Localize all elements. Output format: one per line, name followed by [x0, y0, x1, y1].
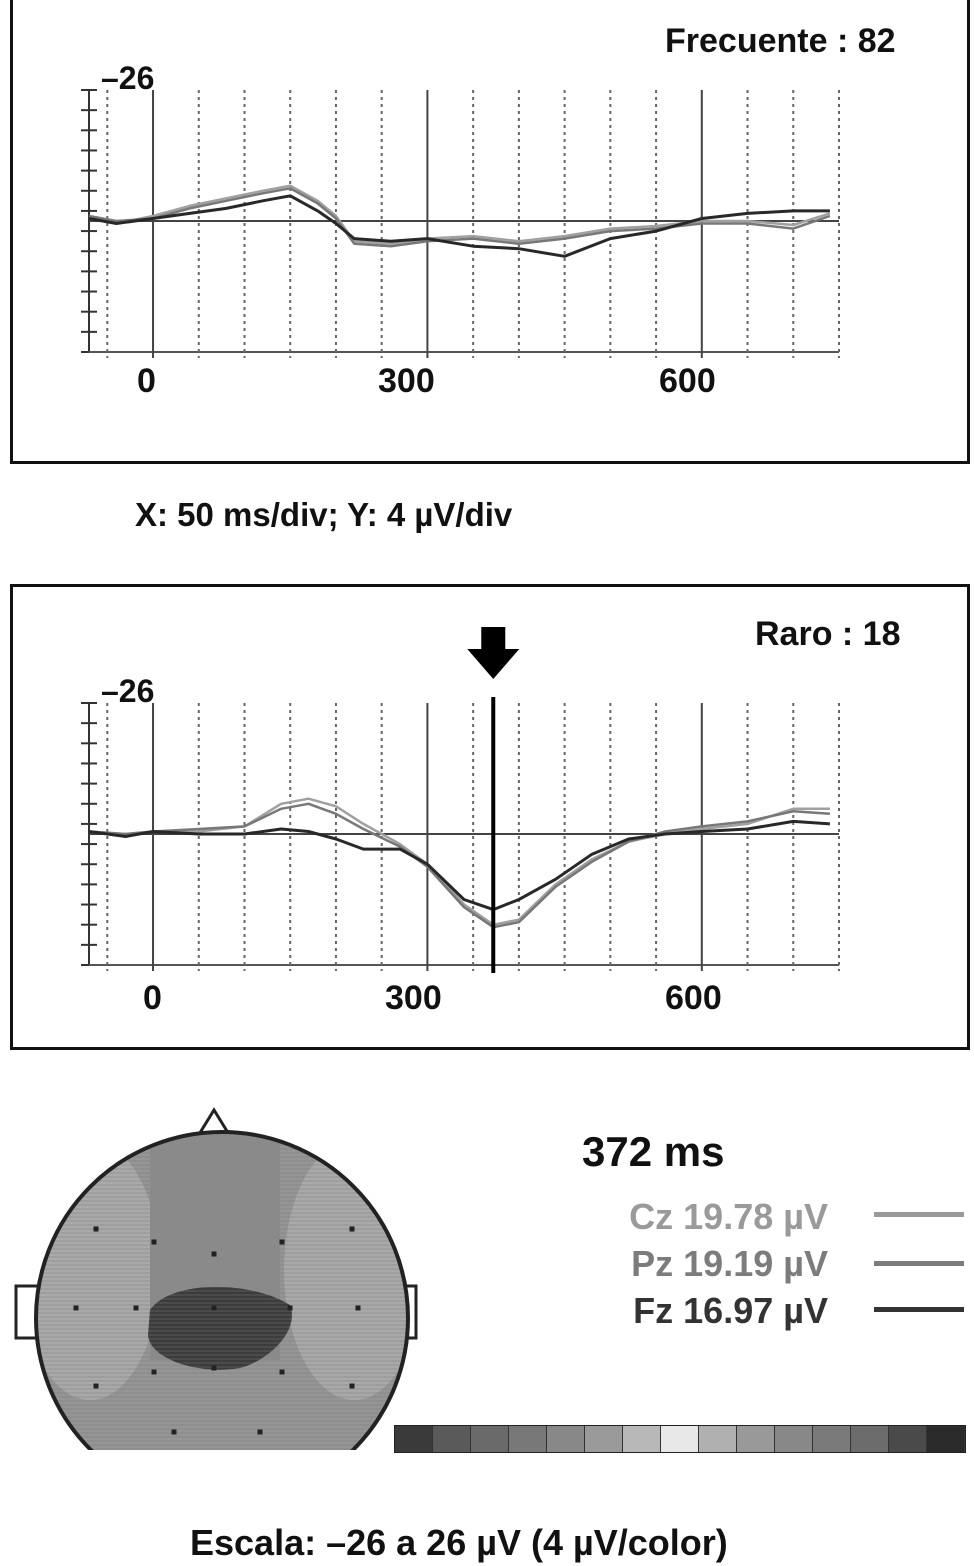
color-scale-cell: [471, 1426, 509, 1452]
scale-caption: Escala: –26 a 26 µV (4 µV/color): [190, 1522, 728, 1563]
electrode-dot: [73, 1305, 79, 1311]
color-scale-cell: [813, 1426, 851, 1452]
erp-panel-rare: Raro : 18 –26 0 300 600: [10, 584, 970, 1050]
x-tick-label: 600: [659, 362, 716, 400]
series-line: [88, 187, 831, 248]
color-scale-cell: [509, 1426, 547, 1452]
erp-plot-rare: [81, 627, 840, 973]
electrode-dot: [171, 1429, 177, 1435]
electrode-dot: [279, 1369, 285, 1375]
electrode-dot: [211, 1305, 217, 1311]
series-line: [88, 819, 831, 912]
y-top-label: –26: [101, 60, 155, 96]
color-scale-cell: [737, 1426, 775, 1452]
electrode-dot: [349, 1383, 355, 1389]
electrode-dot: [151, 1369, 157, 1375]
electrode-dot: [355, 1305, 361, 1311]
series-line: [88, 194, 830, 258]
legend-swatch-pz: [874, 1261, 964, 1266]
electrode-dot: [211, 1251, 217, 1257]
color-scale-cell: [927, 1426, 965, 1452]
electrode-dot: [279, 1239, 285, 1245]
color-scale-cell: [775, 1426, 813, 1452]
color-scale-cell: [547, 1426, 585, 1452]
color-scale-cell: [889, 1426, 927, 1452]
electrode-dot: [287, 1305, 293, 1311]
series-line: [88, 797, 830, 926]
color-scale-cell: [699, 1426, 737, 1452]
erp-panel-frequent: Frecuente : 82 –26 0 300 600: [10, 0, 970, 464]
scalp-topomap: [14, 1107, 418, 1450]
scale-note: X: 50 ms/div; Y: 4 µV/div: [135, 496, 513, 533]
legend-label-fz: Fz 16.97 µV: [633, 1290, 828, 1331]
legend-label-cz: Cz 19.78 µV: [629, 1196, 828, 1237]
electrode-dot: [93, 1383, 99, 1389]
time-label: 372 ms: [582, 1128, 725, 1175]
series-line: [88, 802, 830, 929]
series-line: [88, 184, 831, 245]
color-scale-cell: [661, 1426, 699, 1452]
down-arrow-icon: [467, 627, 520, 679]
electrode-dot: [211, 1365, 217, 1371]
color-scale-cell: [851, 1426, 889, 1452]
electrode-dot: [133, 1305, 139, 1311]
y-top-label: –26: [101, 673, 155, 709]
legend-label-pz: Pz 19.19 µV: [631, 1243, 828, 1284]
color-scale-cell: [433, 1426, 471, 1452]
erp-plot-frequent: [81, 89, 840, 358]
electrode-dot: [257, 1429, 263, 1435]
color-scale-cell: [395, 1426, 433, 1452]
color-scale-cell: [585, 1426, 623, 1452]
x-tick-label: 0: [143, 979, 162, 1017]
electrode-dot: [151, 1239, 157, 1245]
x-tick-label: 300: [378, 362, 435, 400]
legend-swatch-cz: [874, 1212, 964, 1217]
color-scale-cell: [623, 1426, 661, 1452]
electrode-dot: [349, 1226, 355, 1232]
x-tick-label: 300: [385, 979, 442, 1017]
x-tick-label: 600: [665, 979, 722, 1017]
x-tick-label: 0: [137, 362, 156, 400]
legend-swatch-fz: [874, 1307, 964, 1312]
panel-title: Raro : 18: [755, 615, 901, 653]
color-scale-bar: [394, 1425, 966, 1453]
electrode-dot: [93, 1226, 99, 1232]
panel-title: Frecuente : 82: [665, 22, 896, 60]
